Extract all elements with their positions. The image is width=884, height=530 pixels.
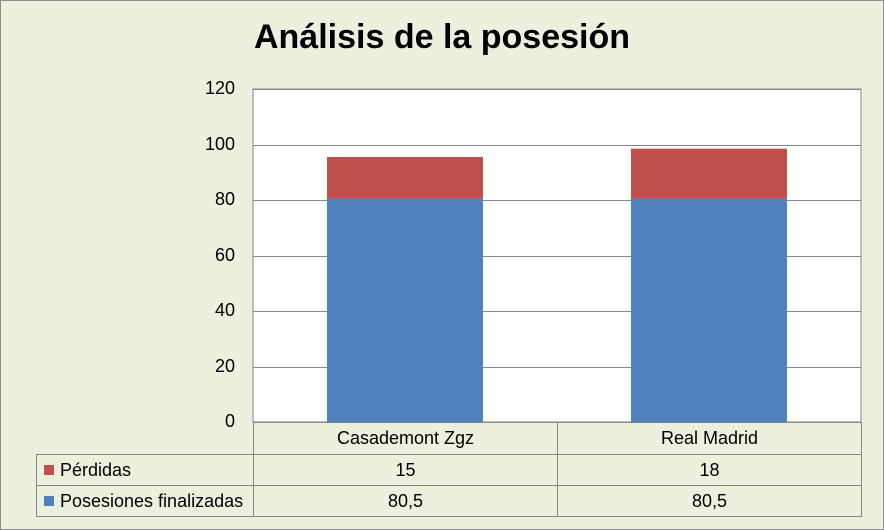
y-tick-label: 80 xyxy=(214,189,235,209)
y-tick-label: 0 xyxy=(224,411,235,431)
bar-segment xyxy=(631,148,787,199)
legend-label: Pérdidas xyxy=(60,459,132,480)
bars xyxy=(327,148,787,422)
category-label: Casademont Zgz xyxy=(253,422,558,454)
y-tick-label: 60 xyxy=(214,244,235,265)
y-tick-label: 100 xyxy=(204,133,235,154)
bar-segment xyxy=(631,198,787,422)
legend-key xyxy=(44,465,54,475)
legend-key xyxy=(44,496,54,506)
data-label: 80,5 xyxy=(557,485,862,517)
legend-entry: Posesiones finalizadas xyxy=(36,485,253,517)
category-label: Real Madrid xyxy=(557,422,862,454)
y-tick-label: 40 xyxy=(214,300,235,320)
data-label: 18 xyxy=(557,454,862,485)
bar-segment xyxy=(327,156,483,199)
legend-entry: Pérdidas xyxy=(36,454,253,485)
y-tick-label: 20 xyxy=(214,355,235,376)
legend-label: Posesiones finalizadas xyxy=(60,490,244,511)
y-tick-label: 120 xyxy=(204,78,235,98)
chart-title: Análisis de la posesión xyxy=(253,18,630,56)
bar-segment xyxy=(327,198,483,422)
data-label: 15 xyxy=(253,454,558,485)
data-label: 80,5 xyxy=(253,485,558,517)
